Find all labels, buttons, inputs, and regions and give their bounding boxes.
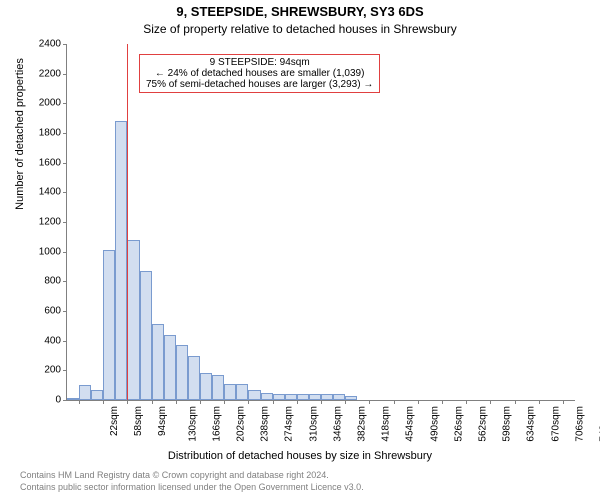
xtick-label: 22sqm (109, 406, 120, 436)
xtick-label: 418sqm (381, 406, 392, 442)
histogram-bar (127, 240, 139, 400)
histogram-bar (164, 335, 176, 400)
histogram-bar (200, 373, 212, 400)
xtick-label: 562sqm (478, 406, 489, 442)
xtick-mark (563, 400, 564, 404)
xtick-label: 238sqm (260, 406, 271, 442)
ytick-label: 200 (44, 365, 67, 376)
xtick-label: 634sqm (526, 406, 537, 442)
info-box-line2: ← 24% of detached houses are smaller (1,… (146, 68, 373, 79)
histogram-bar (212, 375, 224, 400)
ytick-label: 0 (55, 395, 67, 406)
info-box: 9 STEEPSIDE: 94sqm← 24% of detached hous… (139, 54, 380, 93)
plot-area: 0200400600800100012001400160018002000220… (66, 44, 575, 401)
histogram-bar (236, 384, 248, 400)
xtick-mark (539, 400, 540, 404)
ytick-label: 2200 (39, 68, 67, 79)
histogram-bar (176, 345, 188, 400)
xtick-mark (490, 400, 491, 404)
chart-super-title: 9, STEEPSIDE, SHREWSBURY, SY3 6DS (0, 4, 600, 19)
xtick-mark (127, 400, 128, 404)
histogram-bar (188, 356, 200, 401)
histogram-bar (345, 396, 357, 400)
xtick-label: 490sqm (429, 406, 440, 442)
histogram-bar (152, 324, 164, 400)
info-box-line1: 9 STEEPSIDE: 94sqm (146, 57, 373, 68)
xtick-label: 454sqm (405, 406, 416, 442)
xtick-mark (273, 400, 274, 404)
histogram-bar (103, 250, 115, 400)
histogram-bar (224, 384, 236, 400)
ytick-label: 1800 (39, 128, 67, 139)
xtick-mark (394, 400, 395, 404)
xtick-label: 706sqm (574, 406, 585, 442)
histogram-bar (91, 390, 103, 400)
ytick-label: 1200 (39, 217, 67, 228)
histogram-bar (261, 393, 273, 400)
info-box-line3: 75% of semi-detached houses are larger (… (146, 79, 373, 90)
ytick-label: 400 (44, 335, 67, 346)
xtick-mark (515, 400, 516, 404)
xtick-mark (200, 400, 201, 404)
histogram-bar (67, 398, 79, 400)
xtick-label: 598sqm (502, 406, 513, 442)
histogram-bar (140, 271, 152, 400)
xtick-mark (103, 400, 104, 404)
attribution-line2: Contains public sector information licen… (20, 482, 364, 492)
xtick-label: 202sqm (236, 406, 247, 442)
xtick-mark (321, 400, 322, 404)
chart-sub-title: Size of property relative to detached ho… (0, 22, 600, 36)
ytick-label: 600 (44, 306, 67, 317)
xtick-label: 310sqm (308, 406, 319, 442)
y-axis-label: Number of detached properties (14, 0, 26, 312)
xtick-mark (345, 400, 346, 404)
xtick-label: 166sqm (211, 406, 222, 442)
xtick-mark (369, 400, 370, 404)
xtick-mark (176, 400, 177, 404)
ytick-label: 800 (44, 276, 67, 287)
xtick-label: 670sqm (550, 406, 561, 442)
xtick-label: 94sqm (157, 406, 168, 436)
xtick-label: 130sqm (187, 406, 198, 442)
ytick-label: 1000 (39, 246, 67, 257)
xtick-label: 58sqm (133, 406, 144, 436)
chart-container: { "chart": { "type": "histogram", "super… (0, 0, 600, 500)
histogram-bar (248, 390, 260, 400)
histogram-bar (285, 394, 297, 400)
xtick-mark (297, 400, 298, 404)
xtick-label: 526sqm (453, 406, 464, 442)
histogram-bar (321, 394, 333, 400)
histogram-bar (309, 394, 321, 400)
histogram-bar (79, 385, 91, 400)
xtick-mark (466, 400, 467, 404)
x-axis-label: Distribution of detached houses by size … (0, 450, 600, 462)
xtick-mark (418, 400, 419, 404)
xtick-mark (442, 400, 443, 404)
histogram-bar (273, 394, 285, 400)
ytick-label: 1600 (39, 157, 67, 168)
xtick-label: 274sqm (284, 406, 295, 442)
marker-line (127, 44, 128, 400)
xtick-mark (224, 400, 225, 404)
histogram-bar (115, 121, 127, 400)
ytick-label: 2400 (39, 39, 67, 50)
xtick-label: 382sqm (357, 406, 368, 442)
xtick-label: 346sqm (332, 406, 343, 442)
ytick-label: 2000 (39, 98, 67, 109)
histogram-bar (333, 394, 345, 400)
attribution-line1: Contains HM Land Registry data © Crown c… (20, 470, 329, 480)
ytick-label: 1400 (39, 187, 67, 198)
xtick-mark (152, 400, 153, 404)
xtick-mark (248, 400, 249, 404)
xtick-mark (79, 400, 80, 404)
histogram-bar (297, 394, 309, 400)
